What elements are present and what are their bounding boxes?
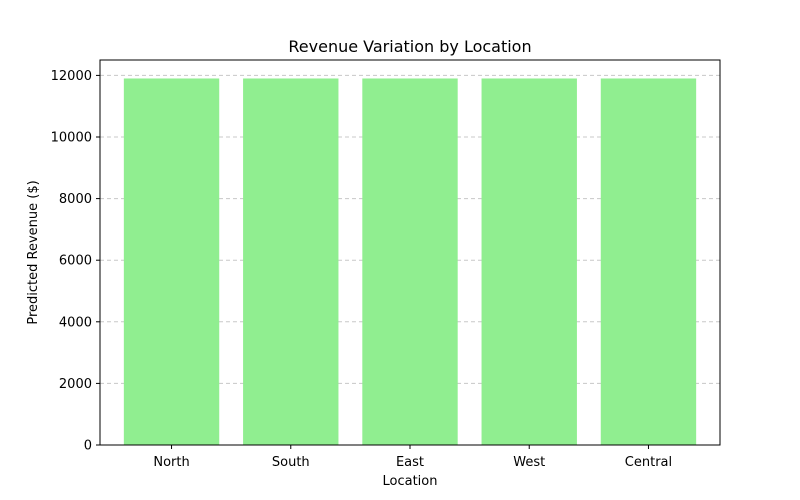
y-tick-label: 8000 xyxy=(59,192,92,207)
bar-north xyxy=(123,78,220,445)
y-axis-ticks: 0 2000 4000 6000 8000 10000 12000 xyxy=(51,69,100,454)
x-tick-label-west: West xyxy=(513,455,545,470)
y-tick-label: 4000 xyxy=(59,315,92,330)
x-tick-label-east: East xyxy=(396,455,424,470)
bar-south xyxy=(243,78,339,445)
y-tick-label: 6000 xyxy=(59,254,92,269)
y-tick-label: 2000 xyxy=(59,377,92,392)
x-axis-ticks: North South East West Central xyxy=(153,445,672,470)
y-axis-label: Predicted Revenue ($) xyxy=(26,180,41,324)
y-tick-label: 0 xyxy=(84,439,92,454)
x-axis-label: Location xyxy=(383,474,438,489)
bar-central xyxy=(600,78,697,445)
x-tick-label-north: North xyxy=(153,455,189,470)
y-tick-label: 10000 xyxy=(51,131,92,146)
x-tick-label-south: South xyxy=(272,455,310,470)
bar-west xyxy=(481,78,577,445)
bar-east xyxy=(362,78,458,445)
bars xyxy=(123,78,697,445)
chart-title: Revenue Variation by Location xyxy=(288,37,531,56)
x-tick-label-central: Central xyxy=(625,455,672,470)
y-tick-label: 12000 xyxy=(51,69,92,84)
